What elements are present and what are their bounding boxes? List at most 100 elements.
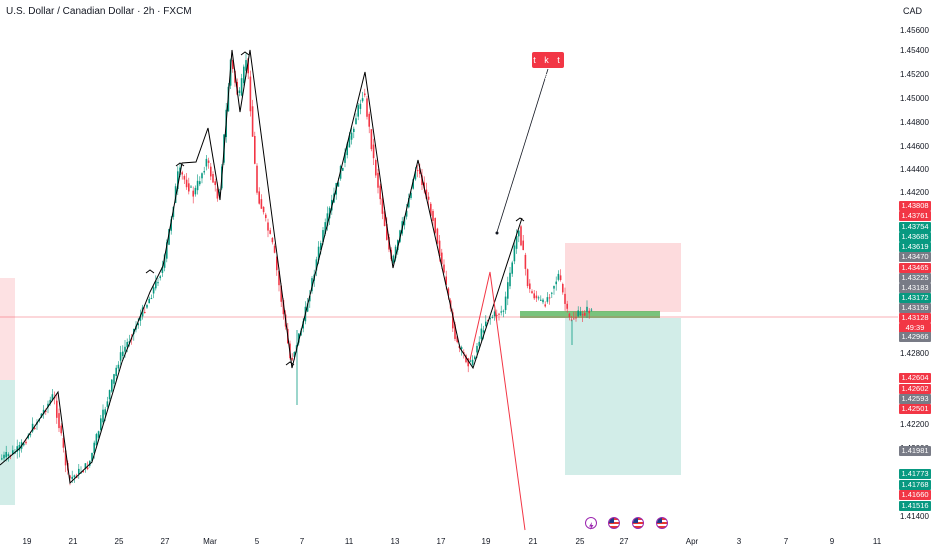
candle-body [522,240,524,251]
candle-body [276,256,278,271]
candle-body [124,346,126,352]
time-tick: 25 [114,537,124,546]
arrow-head [175,162,185,167]
candle-body [194,187,197,195]
candle-body [199,181,201,185]
candle-body [128,341,131,343]
candle-body [89,460,91,466]
candle-body [452,312,454,329]
candle-body [408,198,410,208]
left-profit-zone [0,380,15,505]
price-label: 1.42602 [899,384,931,394]
candle-body [260,199,263,209]
candle-body [482,330,485,333]
candle-body [1,458,3,460]
candle-body [581,314,584,316]
annotation-label[interactable]: t k t s [532,52,564,81]
candle-body [375,160,377,176]
price-label: 1.43159 [899,303,931,313]
candle-body [247,58,249,74]
price-label: 1.43128 [899,313,931,323]
candle-body [157,282,159,284]
price-label: 1.42593 [899,394,931,404]
candle-body [3,454,5,459]
time-tick: 27 [160,537,170,546]
price-label: 1.41981 [899,446,931,456]
candle-body [346,143,348,156]
candle-body [139,315,142,321]
price-tick: 1.44400 [900,165,929,174]
candle-body [586,306,588,312]
candle-body [271,238,274,243]
axis-currency[interactable]: CAD [903,6,923,16]
us-flag-event-icon[interactable] [608,517,620,529]
candle-body [381,198,384,214]
candle-body [243,66,245,84]
candle-body [342,167,344,171]
price-label: 1.41773 [899,469,931,479]
candle-body [353,128,355,132]
candle-body [161,266,164,273]
candle-body [56,400,58,418]
candle-body [111,379,113,392]
candle-body [69,475,71,479]
zigzag-drawing [0,49,523,485]
price-label: 1.42604 [899,373,931,383]
symbol-title[interactable]: U.S. Dollar / Canadian Dollar · 2h · FXC… [6,6,192,17]
price-label: 1.43183 [899,283,931,293]
candle-body [535,295,538,299]
candle-body [414,171,417,180]
price-label: 1.41660 [899,490,931,500]
candle-body [386,224,388,240]
candle-body [58,413,60,429]
price-label: 1.42501 [899,404,931,414]
time-tick: 21 [68,537,78,546]
candle-body [566,303,568,309]
candle-body [432,210,434,221]
candle-body [267,222,269,231]
price-tick: 1.42800 [900,349,929,358]
candle-body [205,158,208,167]
projection-line [469,271,526,531]
price-tick: 1.45000 [900,94,929,103]
candle-body [163,254,166,268]
price-tick: 1.44600 [900,142,929,151]
candle-body [403,216,406,226]
candle-body [293,352,296,357]
candle-body [148,298,150,304]
time-tick: 11 [344,537,354,546]
candle-body [328,207,331,219]
candle-body [430,203,432,216]
candle-body [146,304,148,308]
candle-body [113,374,115,384]
candle-body [590,309,593,311]
time-tick: 19 [481,537,491,546]
loss-zone [565,243,681,312]
candle-body [196,180,199,191]
price-label: 1.43754 [899,222,931,232]
candle-body [282,300,285,315]
candle-body [537,297,540,299]
candle-body [115,367,117,377]
candle-body [469,360,472,362]
us-flag-event-icon[interactable] [632,517,644,529]
candle-body [359,103,362,109]
price-tick: 1.44800 [900,118,929,127]
annotation-pointer [496,68,549,233]
us-flag-event-icon[interactable] [656,517,668,529]
candle-body [262,206,265,213]
candle-body [31,423,34,432]
lightning-event-icon[interactable] [585,517,597,530]
candle-body [100,418,102,430]
candle-body [256,165,258,193]
price-tick: 1.41400 [900,512,929,521]
time-tick: 19 [22,537,32,546]
candle-body [47,403,49,408]
candle-body [436,228,439,244]
candle-body [504,296,507,311]
price-label: 1.42966 [899,332,931,342]
bar-countdown: 49:39 [899,323,931,333]
candle-body [29,434,32,436]
candle-body [91,452,93,461]
